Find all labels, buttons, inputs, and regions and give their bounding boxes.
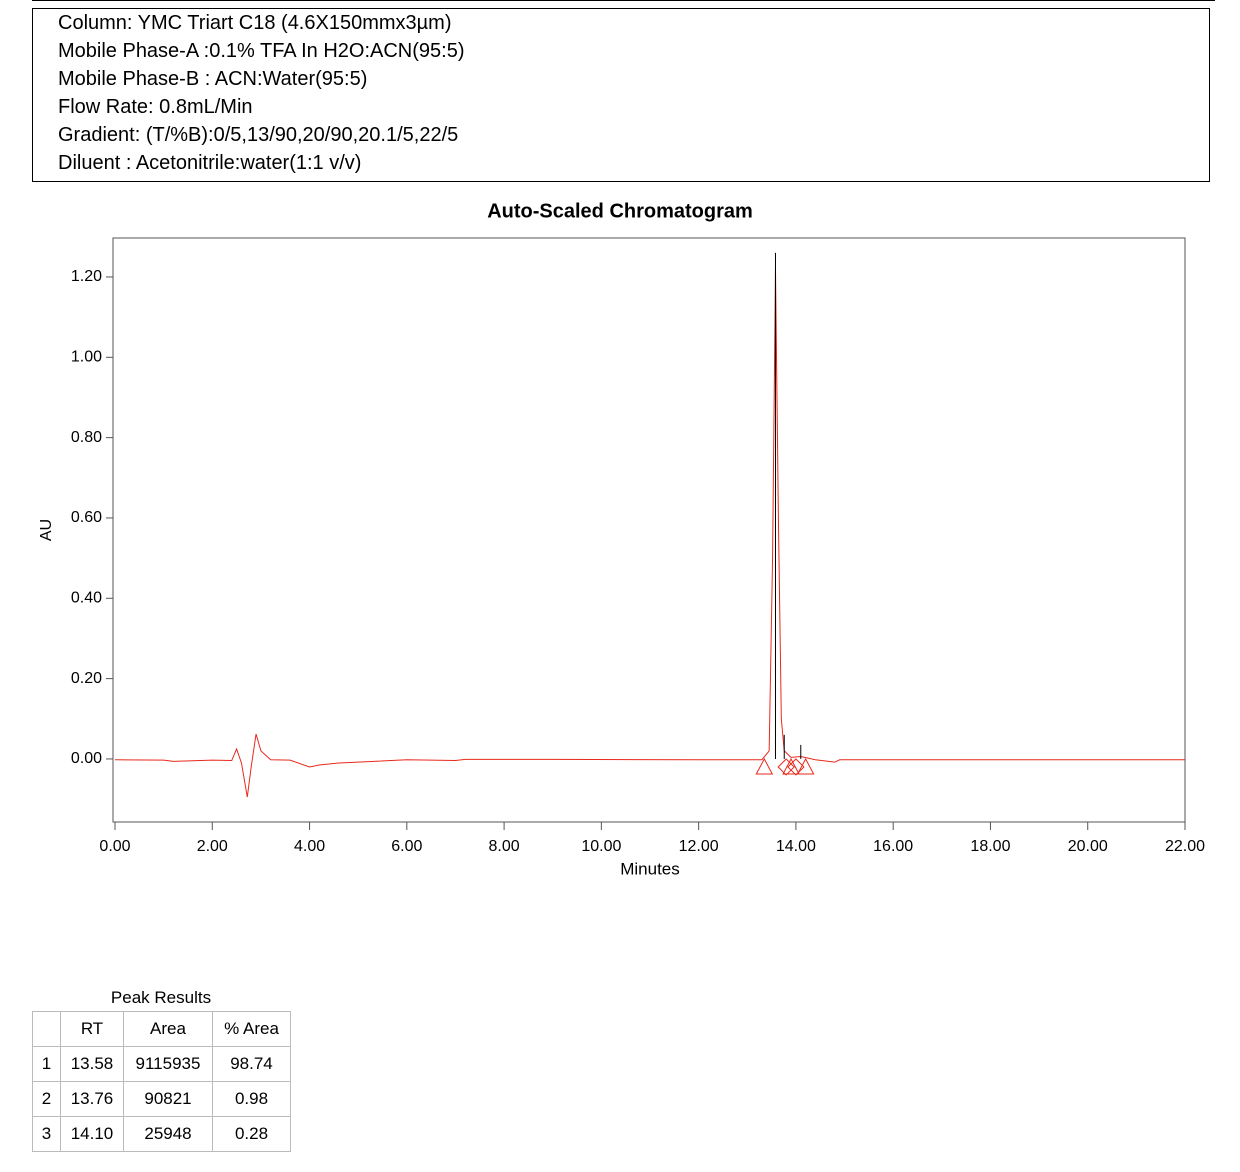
x-tick-label: 22.00 <box>1165 838 1205 855</box>
column-header: Area <box>123 1011 213 1047</box>
cell: 98.74 <box>212 1046 291 1082</box>
x-tick-label: 2.00 <box>197 838 228 855</box>
x-tick-label: 10.00 <box>581 838 621 855</box>
y-tick-label: 0.80 <box>71 429 102 446</box>
x-tick-label: 6.00 <box>391 838 422 855</box>
x-tick-label: 14.00 <box>776 838 816 855</box>
cell: 90821 <box>123 1081 213 1117</box>
cell: 13.76 <box>60 1081 124 1117</box>
x-tick-label: 18.00 <box>970 838 1010 855</box>
method-line: Mobile Phase-A :0.1% TFA In H2O:ACN(95:5… <box>58 40 465 62</box>
method-line: Gradient: (T/%B):0/5,13/90,20/90,20.1/5,… <box>58 124 459 146</box>
cell: 3 <box>32 1116 61 1152</box>
row: 1 13.58 9115935 98.74 <box>32 1046 291 1082</box>
peak-triangle <box>782 757 800 775</box>
cell: 9115935 <box>123 1046 213 1082</box>
x-tick-label: 8.00 <box>489 838 520 855</box>
method-line: Mobile Phase-B : ACN:Water(95:5) <box>58 68 368 90</box>
method-line: Diluent : Acetonitrile:water(1:1 v/v) <box>58 152 362 174</box>
table-title: Peak Results <box>110 988 212 1007</box>
peak-diamond <box>787 758 805 776</box>
chart-title: Auto-Scaled Chromatogram <box>487 200 753 222</box>
cell: 25948 <box>123 1116 213 1152</box>
method-line: Column: YMC Triart C18 (4.6X150mmx3µm) <box>58 12 452 34</box>
x-tick-label: 12.00 <box>679 838 719 855</box>
column-header: RT <box>60 1011 124 1047</box>
x-tick-label: 0.00 <box>99 838 130 855</box>
cell: 1 <box>32 1046 61 1082</box>
method-box: Column: YMC Triart C18 (4.6X150mmx3µm) M… <box>32 8 1210 182</box>
cell: 0.98 <box>212 1081 291 1117</box>
chart: Auto-Scaled Chromatogram AU Minutes 0.00… <box>38 200 1205 878</box>
cell: 0.28 <box>212 1116 291 1152</box>
x-tick-label: 20.00 <box>1068 838 1108 855</box>
peak-triangle <box>755 757 774 775</box>
y-tick-label: 1.00 <box>71 349 102 366</box>
row: 3 14.10 25948 0.28 <box>32 1116 291 1152</box>
x-axis-label: Minutes <box>620 859 680 878</box>
row: 2 13.76 90821 0.98 <box>32 1081 291 1117</box>
x-tick-label: 4.00 <box>294 838 325 855</box>
header-row: RT Area % Area <box>32 1011 291 1047</box>
y-tick-label: 0.60 <box>71 509 102 526</box>
peak-diamond <box>777 758 795 776</box>
y-tick-label: 0.00 <box>71 750 102 767</box>
cell: 14.10 <box>60 1116 124 1152</box>
peak-triangle <box>796 757 815 775</box>
x-tick-label: 16.00 <box>873 838 913 855</box>
peak-table: RT Area % Area 1 13.58 9115935 98.74 2 13.76… <box>32 1011 291 1152</box>
trace <box>114 268 1185 798</box>
plot-frame <box>112 237 1186 823</box>
y-tick-label: 1.20 <box>71 268 102 285</box>
cell <box>32 1011 61 1047</box>
y-tick-label: 0.20 <box>71 670 102 687</box>
column-header: % Area <box>212 1011 291 1047</box>
y-tick-label: 0.40 <box>71 589 102 606</box>
cell: 2 <box>32 1081 61 1117</box>
top-rule <box>32 0 1215 1</box>
method-line: Flow Rate: 0.8mL/Min <box>58 96 253 118</box>
y-axis-label: AU <box>38 519 55 541</box>
cell: 13.58 <box>60 1046 124 1082</box>
